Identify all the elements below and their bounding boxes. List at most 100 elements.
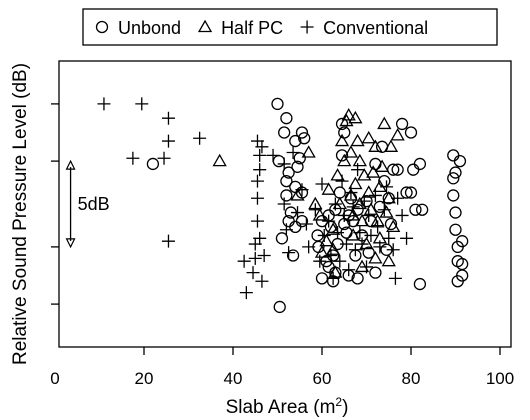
data-point [302,240,316,254]
legend-items: Unbond Half PC Conventional [95,18,428,38]
data-point [212,153,227,167]
data-point [248,251,262,265]
data-point [400,231,414,245]
legend-item: Half PC [197,18,283,38]
data-point [373,240,387,254]
x-tick-label: 100 [486,369,514,388]
data-point [360,260,373,274]
data-point [250,214,264,228]
data-point [326,242,341,255]
data-point [271,97,284,111]
data-point [362,246,375,259]
data-point [377,116,392,130]
data-point [290,188,305,201]
x-axis-ticks [143,347,501,355]
data-point [395,208,409,222]
series-conventional [97,97,414,300]
data-point [282,166,295,179]
data-point [456,235,469,248]
data-point [330,168,345,181]
data-point [383,139,399,152]
x-tick-label: 80 [402,369,421,388]
data-point [324,248,338,262]
data-point [239,286,253,300]
data-point [377,203,391,217]
data-point [382,231,396,245]
data-points [97,97,469,314]
data-point [293,152,306,165]
data-point [354,259,370,273]
data-point [335,174,349,188]
data-point [447,149,460,162]
data-point [359,236,374,250]
data-point [369,266,382,279]
data-point [253,163,267,177]
data-point [404,186,418,199]
data-point [337,153,352,167]
data-point [333,186,346,199]
data-point [333,254,347,268]
data-point [313,254,327,268]
data-point [341,108,356,121]
data-point [275,232,289,245]
data-point [449,166,462,179]
x-tick-label: 20 [135,369,154,388]
data-point [357,168,372,181]
data-point [328,265,343,278]
data-point [289,220,302,234]
data-point [250,134,264,148]
data-point [386,243,400,257]
data-point [278,126,291,139]
data-point [453,154,467,168]
data-point [250,191,264,205]
data-point [374,159,390,172]
data-point [237,254,251,268]
data-point [361,130,376,144]
data-point [308,203,322,217]
data-point [351,203,364,216]
data-point [447,189,460,202]
data-point [273,300,286,314]
data-point [352,196,367,210]
data-point [298,132,311,145]
data-point [343,188,359,201]
annotation-arrow-head-up [65,159,76,170]
data-point [344,186,358,200]
data-point [380,180,394,194]
data-point [371,220,385,234]
data-point [348,243,362,257]
data-point [407,163,420,176]
data-point [253,148,267,162]
5db-scale-annotation: 5dB [65,159,110,249]
data-point [353,226,367,240]
data-point [361,185,376,198]
data-point [354,213,370,227]
x-axis-label: Slab Area (m2) [226,395,349,418]
data-point [135,97,149,111]
data-point [146,157,160,171]
legend-marker [95,20,109,34]
data-point [314,245,330,258]
data-point [126,151,140,165]
legend-label: Unbond [118,18,181,38]
plot-area [58,60,512,348]
data-point [250,174,264,188]
data-point [193,131,207,145]
data-point [312,208,327,221]
data-point [379,205,394,218]
data-point [368,139,383,152]
data-point [280,112,293,125]
data-point [255,274,269,288]
data-point [246,266,260,280]
data-point [277,157,291,171]
legend-item: Conventional [300,18,428,38]
data-point [339,237,353,251]
legend-label: Half PC [221,18,283,38]
data-point [355,237,369,251]
data-point [97,97,111,111]
x-tick-label: 40 [224,369,243,388]
legend [82,8,498,46]
data-point [346,208,361,221]
data-point [449,223,462,236]
